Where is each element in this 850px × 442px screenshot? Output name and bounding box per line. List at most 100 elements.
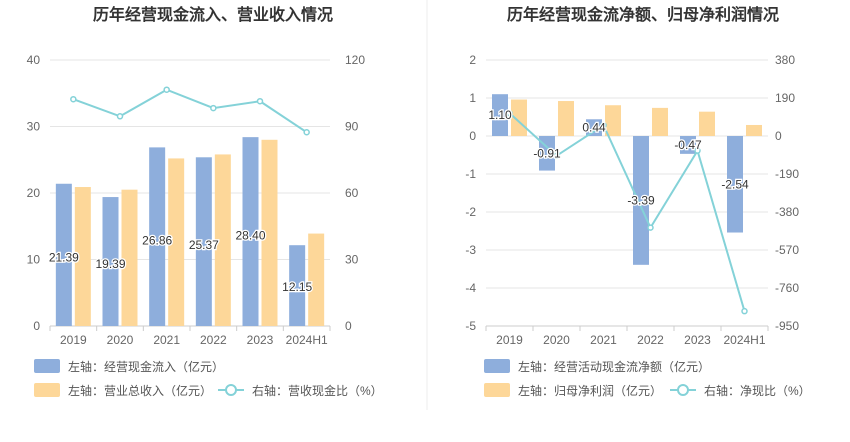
- bar-primary: [633, 136, 649, 265]
- x-axis-tick-label: 2020: [543, 333, 570, 347]
- x-axis-tick-label: 2019: [496, 333, 523, 347]
- left-axis-tick-label: -4: [465, 281, 476, 295]
- bar-secondary: [558, 101, 574, 136]
- bar-primary: [55, 183, 72, 326]
- left-axis-tick-label: 0: [33, 319, 40, 333]
- right-axis-tick-label: -950: [775, 319, 799, 333]
- x-axis-tick-label: 2020: [107, 333, 134, 347]
- line-point: [647, 224, 654, 231]
- legend-swatch: [34, 359, 60, 373]
- line-point: [694, 147, 701, 154]
- line-point: [600, 121, 607, 129]
- x-axis-tick-label: 2022: [637, 333, 664, 347]
- line-series: [72, 88, 308, 134]
- right-axis-tick-label: -190: [775, 167, 799, 181]
- left-axis-tick-label: -5: [465, 319, 476, 333]
- line-point: [210, 104, 217, 112]
- bar-secondary: [168, 158, 185, 326]
- bar-secondary: [605, 105, 621, 136]
- right-axis-tick-label: -570: [775, 243, 799, 257]
- chart-cash-inflow-revenue: 历年经营现金流入、营业收入情况 0 10 20 30 40 0 30 60 90 120 2019 20…: [27, 5, 383, 398]
- line-point: [116, 113, 124, 120]
- bar-secondary: [121, 189, 138, 326]
- chart-title: 历年经营现金流净额、归母净利润情况: [507, 5, 779, 24]
- bar-secondary: [74, 187, 91, 326]
- right-axis-tick-label: 0: [775, 129, 782, 143]
- bar-data-label: -0.47: [674, 138, 702, 152]
- legend-swatch: [484, 359, 510, 373]
- right-axis-tick-label: 60: [345, 186, 359, 200]
- x-axis-tick-label: 2021: [153, 333, 180, 347]
- bar-secondary: [214, 154, 231, 326]
- left-axis-tick-label: -1: [465, 167, 476, 181]
- legend-label: 左轴：归母净利润（亿元）: [518, 383, 662, 398]
- x-axis-tick-label: 2023: [247, 333, 274, 347]
- x-axis-tick-label: 2023: [684, 333, 711, 347]
- legend-swatch: [34, 383, 60, 397]
- bar-primary: [195, 157, 212, 326]
- line-point: [741, 307, 748, 315]
- bar-secondary: [511, 99, 527, 136]
- right-axis-tick-label: 0: [345, 319, 352, 333]
- bar-secondary: [652, 107, 668, 136]
- legend-label: 右轴：净现比（%）: [704, 383, 811, 398]
- bar-data-label: 28.40: [235, 228, 265, 242]
- bar-primary: [242, 137, 259, 326]
- bar-data-label: -0.91: [533, 146, 561, 160]
- bar-secondary: [699, 111, 715, 136]
- bar-primary: [289, 245, 306, 326]
- legend-line-marker: [677, 384, 689, 396]
- chart-net-cashflow-profit: 历年经营现金流净额、归母净利润情况 -5 -4 -3 -2 -1 0 1 2 -950 -760 -5…: [465, 5, 810, 398]
- line-point: [303, 129, 310, 136]
- left-axis-tick-label: 30: [27, 120, 41, 134]
- right-axis-tick-label: -760: [775, 281, 799, 295]
- bar-data-label: 12.15: [282, 280, 312, 294]
- bar-data-label: 21.39: [49, 251, 79, 265]
- legend-swatch: [484, 383, 510, 397]
- line-point: [70, 95, 77, 103]
- bar-data-label: 1.10: [488, 108, 512, 122]
- line-point: [506, 109, 513, 117]
- bar-data-label: -2.54: [721, 177, 749, 191]
- legend-label: 左轴：营业总收入（亿元）: [68, 383, 212, 398]
- right-axis-tick-label: 380: [775, 53, 795, 67]
- left-axis-tick-label: 40: [27, 53, 41, 67]
- bar-primary: [586, 119, 602, 136]
- x-axis-tick-label: 2022: [200, 333, 227, 347]
- right-axis-tick-label: -380: [775, 205, 799, 219]
- bar-primary: [492, 94, 508, 136]
- left-axis-tick-label: 0: [469, 129, 476, 143]
- bar-secondary: [746, 124, 762, 136]
- legend-line-marker: [225, 384, 237, 396]
- chart-title: 历年经营现金流入、营业收入情况: [93, 5, 333, 24]
- bar-primary: [727, 136, 743, 233]
- left-axis-tick-label: 2: [469, 53, 476, 67]
- right-axis-tick-label: 190: [775, 91, 795, 105]
- legend-label: 左轴：经营现金流入（亿元）: [68, 359, 224, 374]
- bar-primary: [102, 197, 119, 326]
- right-axis-tick-label: 30: [345, 253, 359, 267]
- bar-secondary: [261, 139, 278, 326]
- right-axis-tick-label: 90: [345, 120, 359, 134]
- line-point: [256, 97, 264, 105]
- x-axis-tick-label: 2019: [60, 333, 87, 347]
- legend-label: 左轴：经营活动现金流净额（亿元）: [518, 359, 710, 374]
- left-axis-tick-label: -3: [465, 243, 476, 257]
- left-axis-tick-label: 1: [469, 91, 476, 105]
- line-point: [553, 152, 560, 160]
- left-axis-tick-label: 10: [27, 253, 41, 267]
- x-axis-tick-label: 2021: [590, 333, 617, 347]
- x-axis-tick-label: 2024H1: [723, 333, 765, 347]
- bar-data-label: 19.39: [95, 257, 125, 271]
- bar-data-label: 26.86: [142, 233, 172, 247]
- left-axis-tick-label: 20: [27, 186, 41, 200]
- bar-primary: [149, 147, 166, 326]
- bar-data-label: 25.37: [189, 238, 219, 252]
- bar-secondary: [308, 233, 325, 326]
- x-axis-tick-label: 2024H1: [286, 333, 328, 347]
- bar-data-label: 0.44: [582, 121, 606, 135]
- bar-primary: [680, 136, 696, 154]
- right-axis-tick-label: 120: [345, 53, 365, 67]
- bar-data-label: -3.39: [627, 193, 655, 207]
